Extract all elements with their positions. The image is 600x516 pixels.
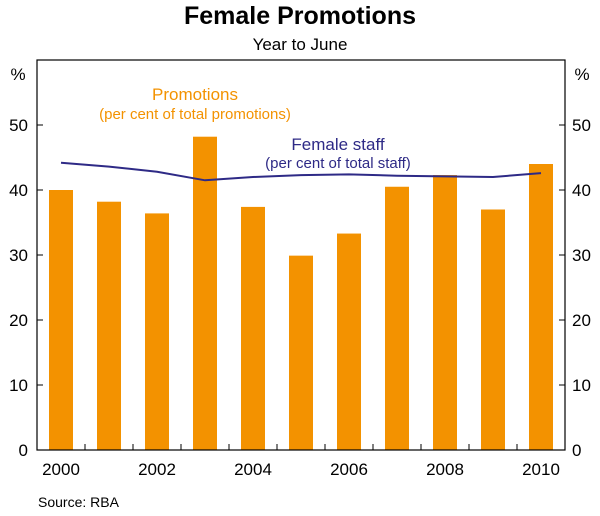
- line-series-female-staff: [60, 161, 542, 182]
- y-tick-label-right-20: 20: [572, 311, 591, 330]
- y-tick-label-right-30: 30: [572, 246, 591, 265]
- bar-2006: [337, 233, 361, 450]
- female-staff-line: [60, 161, 542, 182]
- y-axis-right: 0 10 20 30 40 50: [559, 116, 591, 460]
- bar-2007: [385, 186, 409, 450]
- y-tick-label-right-50: 50: [572, 116, 591, 135]
- female-staff-label-sub: (per cent of total staff): [265, 155, 411, 172]
- left-axis-unit: %: [10, 65, 25, 84]
- bar-2008: [433, 175, 457, 451]
- x-tick-label-2002: 2002: [138, 460, 176, 479]
- y-axis-left: 0 10 20 30 40 50: [9, 116, 43, 460]
- bar-2001: [97, 201, 121, 450]
- source-note: Source: RBA: [38, 494, 119, 510]
- promotions-label: Promotions: [152, 85, 238, 104]
- bar-2000: [49, 190, 73, 450]
- x-tick-label-2010: 2010: [522, 460, 560, 479]
- female-staff-label: Female staff: [291, 135, 385, 154]
- bar-series-promotions: [49, 136, 553, 451]
- y-tick-label-left-0: 0: [19, 441, 28, 460]
- y-tick-label-left-40: 40: [9, 181, 28, 200]
- y-tick-label-left-50: 50: [9, 116, 28, 135]
- bar-2010: [529, 164, 553, 450]
- y-tick-label-left-20: 20: [9, 311, 28, 330]
- y-tick-label-right-0: 0: [572, 441, 581, 460]
- x-tick-label-2004: 2004: [234, 460, 272, 479]
- y-tick-label-left-30: 30: [9, 246, 28, 265]
- bar-2009: [481, 209, 505, 450]
- x-tick-label-2006: 2006: [330, 460, 368, 479]
- bar-2004: [241, 206, 265, 450]
- x-tick-label-2008: 2008: [426, 460, 464, 479]
- bar-2005: [289, 255, 313, 450]
- chart-title: Female Promotions: [184, 2, 416, 30]
- right-axis-unit: %: [574, 65, 589, 84]
- x-axis: 2000 2002 2004 2006 2008 2010: [42, 444, 560, 479]
- y-tick-label-right-40: 40: [572, 181, 591, 200]
- bar-2003: [193, 136, 217, 450]
- x-tick-label-2000: 2000: [42, 460, 80, 479]
- chart-subtitle: Year to June: [252, 35, 348, 54]
- bar-2002: [145, 213, 169, 450]
- y-tick-label-right-10: 10: [572, 376, 591, 395]
- y-tick-label-left-10: 10: [9, 376, 28, 395]
- promotions-label-sub: (per cent of total promotions): [99, 106, 291, 123]
